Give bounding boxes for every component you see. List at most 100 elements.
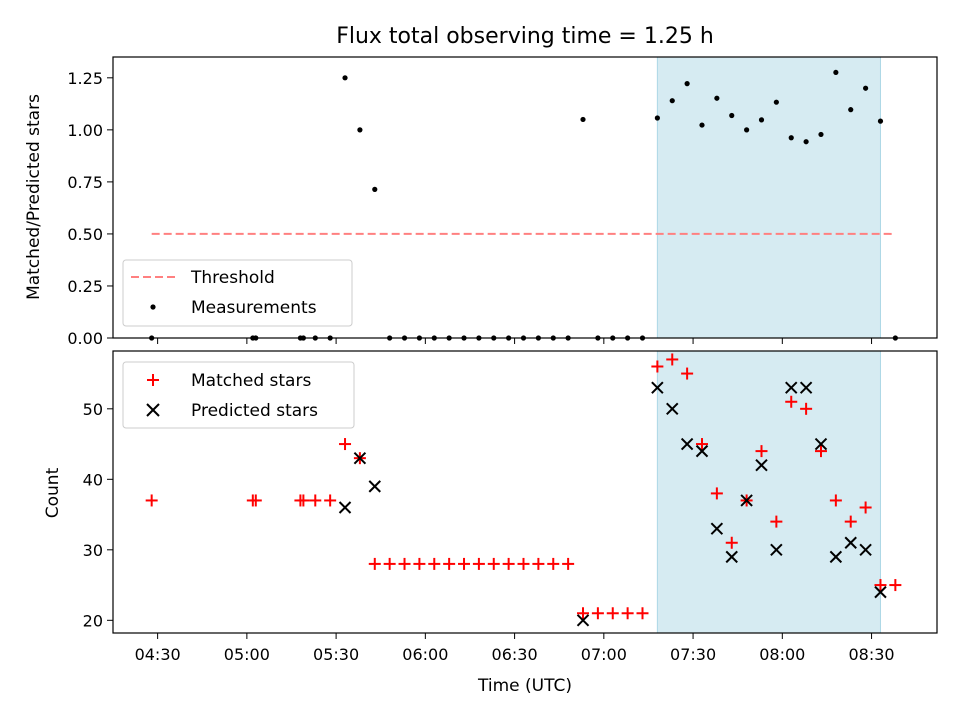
matched-star-marker	[309, 494, 322, 507]
bottom-y-axis-label: Count	[43, 467, 63, 518]
bottom-x-tick-label: 08:30	[849, 645, 895, 664]
top-y-tick-label: 0.50	[67, 225, 103, 244]
predicted-star-marker-b	[755, 459, 768, 472]
matched-star-marker	[297, 494, 310, 507]
predicted-star-marker	[874, 585, 887, 599]
bottom-x-tick-label: 07:30	[670, 645, 716, 664]
matched-star-marker	[383, 557, 396, 570]
bottom-x-tick-label: 04:30	[135, 645, 181, 664]
top-x-ticks	[157, 338, 873, 344]
predicted-star-marker	[785, 381, 798, 394]
measurement-point	[714, 95, 720, 101]
predicted-star-marker-b	[814, 437, 828, 451]
predicted-star-marker	[368, 480, 381, 493]
matched-star-marker	[785, 395, 798, 408]
predicted-star-marker-b	[740, 494, 753, 507]
bottom-x-ticks: 04:30 05:00 05:30 06:00 06:30 07:00 07:30 08:00…	[135, 633, 895, 664]
matched-star-marker	[591, 607, 604, 620]
matched-star-marker	[829, 494, 842, 507]
top-panel-frame	[112, 56, 938, 339]
matched-star-marker	[814, 445, 827, 458]
matched-star-marker	[472, 557, 485, 570]
matched-star-marker	[398, 557, 411, 570]
predicted-star-marker-b	[368, 480, 381, 493]
predicted-star-marker-b	[338, 501, 352, 514]
top-y-tick-label: 0.25	[67, 277, 103, 296]
top-y-tick-label: 1.00	[67, 121, 103, 140]
measurement-point	[818, 131, 824, 138]
measurement-point	[580, 116, 586, 123]
measurement-point	[833, 69, 839, 76]
bottom-x-tick-label: 08:00	[759, 645, 805, 664]
measurement-point	[684, 81, 690, 87]
predicted-star-marker-b	[874, 585, 887, 599]
bottom-y-tick-label: 50	[83, 400, 103, 419]
predicted-star-marker-b	[651, 381, 664, 394]
top-y-axis-label: Matched/Predicted stars	[24, 94, 44, 300]
measurement-point	[848, 107, 854, 113]
predicted-star-marker-b	[770, 543, 783, 557]
predicted-star-marker	[666, 402, 679, 416]
predicted-star-marker	[755, 459, 768, 472]
measurement-point	[342, 75, 348, 81]
measurement-point	[744, 127, 750, 133]
predicted-star-marker	[695, 444, 709, 458]
matched-star-marker	[487, 557, 500, 570]
predicted-star-marker-b	[859, 543, 872, 557]
measurement-point	[372, 186, 378, 192]
bottom-x-tick-label: 07:00	[581, 645, 627, 664]
matched-star-marker	[502, 557, 515, 570]
matched-star-marker	[413, 557, 426, 570]
measurement-point	[863, 85, 869, 91]
predicted-star-marker	[338, 501, 352, 514]
matched-star-marker	[725, 536, 738, 549]
predicted-star-marker	[814, 437, 828, 451]
predicted-star-marker	[725, 550, 738, 564]
matched-star-marker	[562, 557, 575, 570]
matched-star-marker	[547, 557, 560, 570]
matched-star-marker	[621, 607, 634, 620]
predicted-star-marker	[740, 494, 753, 507]
bottom-y-tick-label: 30	[83, 541, 103, 560]
bottom-panel-shaded-interval	[656, 350, 881, 634]
predicted-star-marker	[576, 614, 590, 627]
matched-star-marker	[651, 360, 664, 373]
matched-star-marker	[339, 438, 352, 451]
legend-predicted-swatch	[146, 403, 160, 417]
predicted-star-marker	[770, 543, 783, 557]
predicted-star-marker	[799, 381, 813, 394]
top-y-tick-label: 1.25	[67, 69, 103, 88]
matched-star-marker	[755, 445, 768, 458]
matched-stars-series	[145, 353, 902, 620]
matched-star-marker	[145, 494, 158, 507]
measurement-point	[729, 112, 735, 119]
predicted-star-marker-b	[785, 381, 798, 394]
bottom-y-ticks: 20 30 40 50	[83, 400, 113, 630]
legend-matched-label: Matched stars	[191, 371, 311, 391]
predicted-star-marker-b	[829, 550, 843, 564]
matched-star-marker	[249, 494, 262, 507]
bottom-legend-box	[122, 361, 355, 429]
top-panel-shaded-interval	[656, 56, 881, 339]
legend-matched-swatch	[147, 374, 159, 386]
matched-star-marker	[695, 438, 708, 451]
matched-star-marker	[636, 607, 649, 620]
predicted-stars-series	[338, 381, 887, 627]
matched-star-marker	[517, 557, 530, 570]
top-legend: Threshold Measurements	[122, 259, 353, 327]
predicted-star-marker	[844, 536, 857, 549]
measurement-point	[877, 118, 884, 124]
measurement-point	[773, 99, 779, 105]
predicted-star-marker	[353, 451, 367, 465]
matched-star-marker	[710, 487, 723, 500]
matched-star-marker	[458, 557, 471, 570]
bottom-x-tick-label: 06:30	[492, 645, 538, 664]
matched-star-marker	[770, 515, 783, 528]
top-y-tick-label: 0.00	[67, 329, 103, 348]
predicted-star-marker	[651, 381, 664, 394]
predicted-star-marker	[829, 550, 843, 564]
matched-star-marker	[443, 557, 456, 570]
matched-star-marker	[368, 557, 381, 570]
